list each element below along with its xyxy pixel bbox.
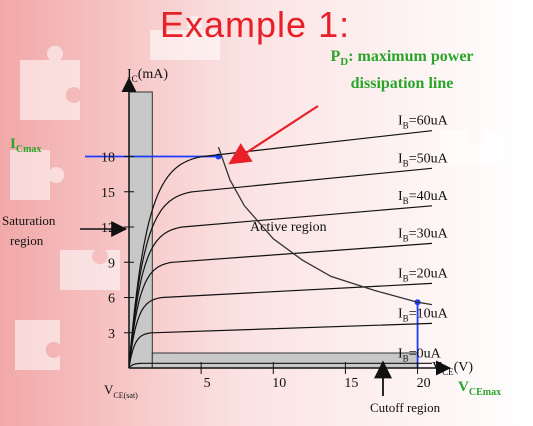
vce-sat-label: VCE(sat) bbox=[104, 382, 138, 400]
pd-label-sub: D bbox=[340, 56, 349, 69]
ib-label-0: IB=0uA bbox=[398, 346, 442, 363]
x-tick-label-1: 10 bbox=[272, 376, 286, 391]
vce-sat-sub: CE(sat) bbox=[113, 391, 138, 400]
x-axis-label-main: V bbox=[432, 360, 442, 375]
ib-label-4: IB=40uA bbox=[398, 189, 449, 206]
saturation-region-label-line2: region bbox=[10, 233, 44, 248]
ib-curve-4 bbox=[128, 205, 433, 369]
y-tick-label-4: 15 bbox=[101, 186, 115, 201]
x-axis-label: VCE(V) bbox=[432, 360, 473, 377]
pd-curve bbox=[217, 146, 433, 306]
icmax-sub: Cmax bbox=[16, 144, 42, 155]
active-region-label: Active region bbox=[250, 220, 327, 235]
x-tick-label-0: 5 bbox=[204, 376, 211, 391]
ib-curve-3 bbox=[128, 242, 433, 369]
y-tick-label-5: 18 bbox=[101, 151, 115, 166]
ib-label-1: IB=10uA bbox=[398, 306, 449, 323]
x-tick-label-2: 15 bbox=[344, 376, 358, 391]
page-title: Example 1: bbox=[160, 4, 351, 45]
ib-curve-5 bbox=[128, 167, 433, 369]
ib-curve-6 bbox=[128, 130, 433, 369]
pd-label-line2: dissipation line bbox=[350, 75, 454, 93]
y-tick-label-0: 3 bbox=[108, 327, 115, 342]
vcemax-sub: CEmax bbox=[469, 387, 501, 398]
pd-line-label: PD: maximum power dissipation line bbox=[282, 46, 522, 94]
ib-curve-2 bbox=[128, 282, 433, 369]
cutoff-region-label: Cutoff region bbox=[370, 400, 441, 415]
vcemax-label: VCEmax bbox=[458, 379, 501, 398]
y-tick-label-2: 9 bbox=[108, 256, 115, 271]
x-axis-label-rest: (V) bbox=[454, 360, 474, 375]
x-tick-label-3: 20 bbox=[417, 376, 431, 391]
y-axis-label-main: I bbox=[127, 67, 132, 82]
saturation-region-label-line1: Saturation bbox=[2, 213, 56, 228]
y-axis-label-rest: (mA) bbox=[138, 67, 169, 82]
y-axis-label-sub: C bbox=[132, 74, 138, 84]
y-axis-label: IC(mA) bbox=[127, 67, 168, 84]
pd-label-rest: : maximum power bbox=[348, 48, 474, 65]
ib-label-6: IB=60uA bbox=[398, 114, 449, 131]
icmax-main: I bbox=[10, 136, 16, 152]
x-axis-label-sub: CE bbox=[442, 367, 454, 377]
vcemax-main: V bbox=[458, 379, 469, 395]
ib-curve-1 bbox=[128, 322, 433, 369]
y-tick-label-1: 6 bbox=[108, 292, 115, 307]
pd-label-main: P bbox=[330, 48, 341, 65]
pd-arrow bbox=[228, 105, 319, 165]
vce-sat-main: V bbox=[104, 382, 114, 397]
cutoff-region-shade bbox=[151, 352, 419, 369]
icmax-label: ICmax bbox=[10, 136, 41, 155]
ib-label-5: IB=50uA bbox=[398, 151, 449, 168]
ib-label-2: IB=20uA bbox=[398, 266, 449, 283]
ib-label-3: IB=30uA bbox=[398, 226, 449, 243]
ib-curve-0 bbox=[128, 362, 432, 369]
